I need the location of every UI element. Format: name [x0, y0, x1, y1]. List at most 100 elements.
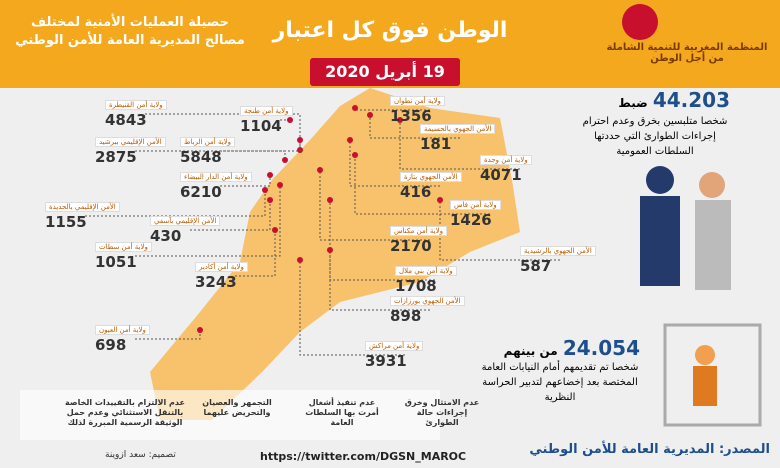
subtitle: حصيلة العمليات الأمنية لمختلف مصالح المد…: [15, 15, 245, 49]
region-value: 1708: [395, 277, 437, 295]
map-pin: [397, 117, 403, 123]
region-label: ولاية أمن طنجة: [240, 106, 293, 116]
map-pin: [327, 197, 333, 203]
region-label: الأمن الجهوي بورزازات: [390, 296, 465, 306]
footer-band: [20, 390, 440, 440]
stat-number: 44.203: [652, 88, 730, 112]
region-label: ولاية أمن العيون: [95, 325, 150, 335]
person-icon: [699, 172, 725, 198]
map-pin: [297, 257, 303, 263]
region-value: 3243: [195, 273, 237, 291]
prisoner-icon: [693, 366, 717, 406]
map-pin: [352, 105, 358, 111]
connector: [220, 140, 301, 152]
date: 19 أبريل 2020: [325, 62, 445, 81]
source: المصدر: المديرية العامة للأمن الوطني: [529, 442, 770, 457]
connector: [135, 330, 201, 340]
connector: [369, 115, 460, 139]
stat-number: 24.054: [562, 336, 640, 360]
region-value: 1426: [450, 211, 492, 229]
connector: [354, 155, 490, 215]
map-pin: [282, 157, 288, 163]
map-pin: [297, 137, 303, 143]
map-pin: [317, 167, 323, 173]
region-label: الأمن الجهوي بالحسيمة: [420, 124, 496, 134]
region-label: الأمن الإقليمي بآسفي: [150, 216, 221, 226]
region-label: الأمن الإقليمي ببرشيد: [95, 137, 166, 147]
region-label: ولاية أمن سطات: [95, 242, 152, 252]
region-value: 898: [390, 307, 422, 325]
map-pin: [352, 152, 358, 158]
category: عدم الالتزام بالتقييدات الخاصة بالتنقل ا…: [65, 398, 185, 427]
cell-icon: [663, 323, 762, 427]
map-pin: [437, 197, 443, 203]
region-value: 1356: [390, 107, 432, 125]
stat-lead: ضبط: [618, 96, 648, 110]
logo: [622, 4, 658, 40]
region-value: 181: [420, 135, 452, 153]
stat-text: شخصا متلبسين بخرق وعدم احترام إجراءات ال…: [582, 116, 728, 157]
region-value: 430: [150, 227, 182, 245]
region-value: 3931: [365, 352, 407, 370]
region-value: 1051: [95, 253, 137, 271]
category: عدم تنفيذ أشغال أمرت بها السلطات العامة: [305, 398, 379, 427]
region-value: 2170: [390, 237, 432, 255]
map-pin: [262, 187, 268, 193]
map-pin: [367, 112, 373, 118]
region-value: 4843: [105, 111, 147, 129]
region-label: الأمن الجهوي بتازة: [400, 172, 462, 182]
map-pin: [347, 137, 353, 143]
map-pin: [267, 172, 273, 178]
stat-2: 24.054 من بينهم: [460, 336, 640, 360]
region-value: 1155: [45, 213, 87, 231]
prisoner-icon: [695, 345, 715, 365]
region-label: الأمن الإقليمي بالجديدة: [45, 202, 120, 212]
region-label: ولاية أمن تطوان: [390, 96, 445, 106]
region-label: ولاية أمن القنيطرة: [105, 100, 167, 110]
police-icon: [646, 166, 674, 194]
url: https://twitter.com/DGSN_MAROC: [260, 450, 467, 463]
region-value: 698: [95, 336, 127, 354]
date-box: [310, 58, 460, 86]
connector: [135, 185, 281, 257]
region-label: ولاية أمن الرباط: [180, 137, 236, 147]
connector: [299, 260, 405, 356]
connector: [319, 170, 430, 241]
police-icon: [640, 196, 680, 286]
connector: [190, 200, 271, 231]
region-value: 1104: [240, 117, 282, 135]
region-label: ولاية أمن مكناس: [390, 226, 447, 236]
region-label: ولاية أمن فاس: [450, 200, 501, 210]
region-label: ولاية أمن بني ملال: [395, 266, 457, 276]
stat-text: شخصا تم تقديمهم أمام النيابات العامة الم…: [481, 362, 639, 403]
connector: [329, 250, 430, 311]
map-pin: [272, 227, 278, 233]
map: [150, 88, 520, 420]
designer: تصميم: سعد ازوينة: [105, 450, 176, 460]
stat-1: 44.203 ضبط: [530, 88, 730, 112]
map-pin: [327, 247, 333, 253]
map-pin: [267, 197, 273, 203]
connector: [349, 140, 440, 187]
map-pin: [287, 117, 293, 123]
org-name: المنظمة المغربية للتنمية الشاملة من أجل …: [606, 42, 768, 64]
map-pin: [197, 327, 203, 333]
region-label: ولاية أمن الدار البيضاء: [180, 172, 252, 182]
region-value: 5848: [180, 148, 222, 166]
connector: [235, 230, 276, 277]
region-label: ولاية أمن وجدة: [480, 155, 532, 165]
region-value: 4071: [480, 166, 522, 184]
region-label: الأمن الجهوي بالرشيدية: [520, 246, 596, 256]
region-label: ولاية أمن أكادير: [195, 262, 248, 272]
category: عدم الامتثال وخرق إجراءات حالة الطوارئ: [404, 398, 480, 427]
region-value: 416: [400, 183, 432, 201]
region-label: ولاية أمن مراكش: [365, 341, 424, 351]
map-pin: [277, 182, 283, 188]
connector: [399, 120, 520, 170]
connector: [439, 200, 560, 261]
connector: [85, 190, 266, 217]
region-value: 2875: [95, 148, 137, 166]
category: التجمهر والعصيان والتحريض عليهما: [202, 398, 272, 417]
